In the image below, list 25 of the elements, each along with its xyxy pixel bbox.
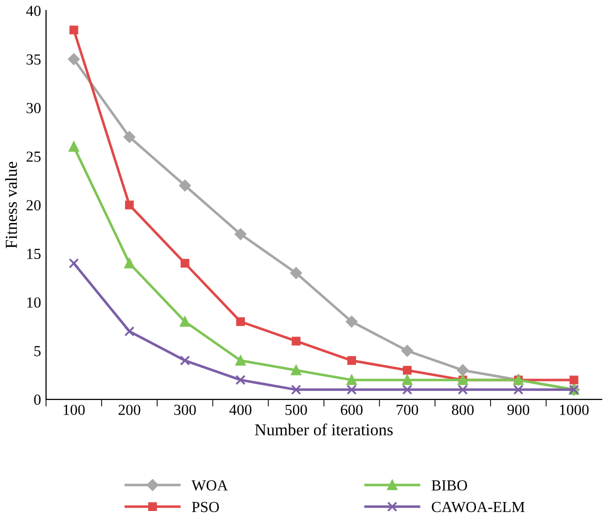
- x-tick-label: 800: [452, 404, 474, 416]
- y-tick-label: 25: [26, 152, 41, 162]
- legend-label: PSO: [192, 502, 219, 512]
- y-tick-label: 0: [34, 394, 41, 405]
- y-axis-title: Fitness value: [5, 162, 17, 248]
- x-tick-label: 100: [64, 404, 85, 416]
- y-tick-label: 30: [26, 102, 41, 114]
- legend-label: BIBO: [432, 480, 468, 491]
- x-tick-label: 300: [174, 404, 196, 416]
- x-tick-label: 400: [229, 404, 252, 416]
- x-tick-label: 700: [396, 404, 418, 416]
- y-tick-label: 10: [27, 297, 41, 308]
- legend-label: CAWOA-ELM: [432, 502, 525, 512]
- y-tick-label: 40: [26, 6, 41, 16]
- y-tick-label: 15: [27, 248, 41, 260]
- y-tick-label: 5: [34, 346, 41, 356]
- y-tick-label: 35: [26, 54, 41, 65]
- x-tick-label: 1000: [560, 404, 589, 416]
- y-tick-label: 20: [26, 200, 41, 210]
- legend-label: WOA: [192, 480, 228, 491]
- x-tick-label: 900: [507, 404, 530, 416]
- x-tick-label: 200: [118, 404, 140, 416]
- x-tick-label: 500: [286, 404, 307, 416]
- x-axis-title: Number of iterations: [254, 423, 393, 436]
- x-tick-label: 600: [340, 404, 363, 416]
